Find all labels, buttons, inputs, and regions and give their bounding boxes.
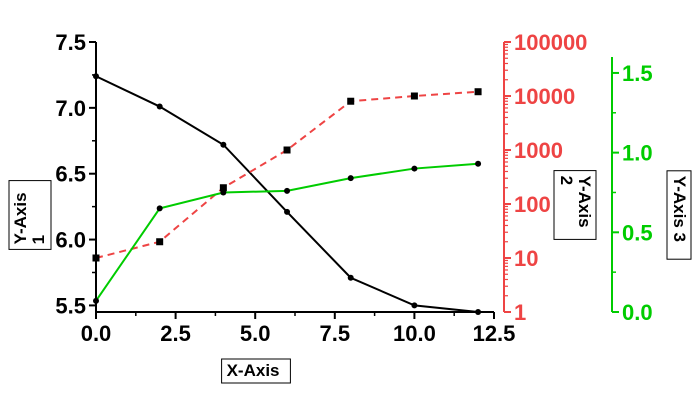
data-point-y2 (410, 92, 418, 100)
y2-tick-label: 10000 (514, 84, 575, 109)
data-point-y2 (92, 254, 100, 262)
data-point-y1 (220, 141, 227, 148)
y1-tick-label: 7.0 (55, 96, 86, 121)
series-line-y2 (95, 90, 479, 259)
y2-tick-label: 1000 (514, 138, 563, 163)
data-point-y3 (475, 160, 482, 167)
series-line-y1 (95, 75, 479, 313)
x-axis-label-text: X-Axis (227, 361, 280, 380)
data-point-y3 (284, 187, 291, 194)
data-point-y3 (156, 205, 163, 212)
data-point-y1 (156, 103, 163, 110)
y1-tick-label: 5.5 (55, 293, 86, 318)
data-point-y1 (411, 302, 418, 309)
data-point-y1 (284, 208, 291, 215)
y3-tick-label: 0.5 (622, 220, 653, 245)
x-tick-label: 0.0 (81, 321, 112, 346)
data-point-y2 (347, 97, 355, 105)
x-tick-label: 2.5 (160, 321, 191, 346)
x-tick-label: 10.0 (393, 321, 436, 346)
data-point-y3 (93, 297, 99, 304)
y1-tick-label: 6.5 (55, 162, 86, 187)
y-axis-1-label-text: 1 (29, 235, 48, 244)
data-point-y1 (347, 274, 354, 281)
x-axis-label-box (221, 358, 291, 384)
y3-tick-label: 0.0 (622, 300, 653, 325)
data-point-y2 (474, 88, 482, 96)
x-tick-label: 12.5 (473, 321, 516, 346)
data-point-y3 (411, 165, 418, 172)
data-point-y2 (156, 238, 164, 246)
y2-tick-label: 100000 (514, 30, 587, 55)
data-point-y1 (93, 73, 99, 80)
y-axis-2-label-box (553, 170, 597, 240)
y1-tick-label: 6.0 (55, 228, 86, 253)
y-axis-1-label-box (8, 180, 52, 250)
series-line-y3 (95, 162, 479, 302)
y-axis-1-label-text: Y-Axis (11, 192, 30, 244)
x-tick-label: 7.5 (320, 321, 351, 346)
y2-tick-label: 100 (514, 192, 551, 217)
y3-tick-label: 1.5 (622, 61, 653, 86)
data-point-y3 (347, 175, 354, 182)
data-point-y2 (283, 146, 291, 154)
y-axis-2-label-text: Y-Axis (575, 176, 594, 228)
y1-tick-label: 7.5 (55, 30, 86, 55)
y2-tick-label: 1 (514, 300, 526, 325)
y-axis-3-label: Y-Axis 3 (666, 170, 692, 260)
axes-layer: 0.0 2.5 5.0 7.5 10.0 12.5 5.5 6.0 6.5 7.0 7.5 1 10 10… (55, 30, 652, 346)
y-axis-2-label-text: 2 (557, 176, 576, 185)
data-point-y2 (219, 184, 227, 192)
x-tick-label: 5.0 (240, 321, 271, 346)
x-axis-label: X-Axis (221, 358, 291, 384)
data-point-y3 (220, 189, 227, 196)
y3-tick-label: 1.0 (622, 141, 653, 166)
y-axis-3-label-box (666, 170, 692, 260)
data-point-y1 (475, 309, 482, 315)
y2-tick-label: 10 (514, 246, 538, 271)
y-axis-1-label: Y-Axis 1 (8, 180, 52, 250)
series-layer (92, 73, 482, 315)
y-axis-3-label-text: Y-Axis 3 (670, 176, 689, 242)
